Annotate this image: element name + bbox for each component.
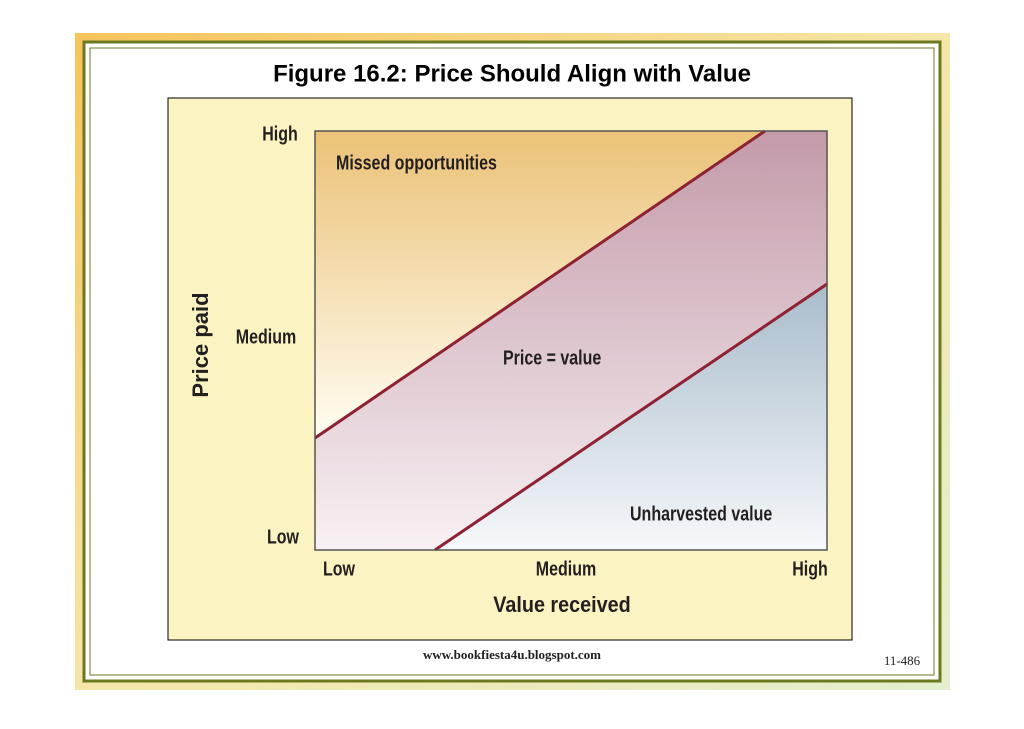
x-tick-label: High (792, 558, 828, 580)
x-tick-label: Medium (536, 558, 596, 580)
slide-inner-border (89, 47, 935, 676)
page-number: 11-486 (884, 653, 921, 668)
region-label: Price = value (503, 347, 601, 369)
y-axis-label: Price paid (188, 292, 213, 397)
x-axis-label: Value received (493, 593, 630, 617)
region-label: Unharvested value (630, 503, 772, 525)
upper-line (314, 129, 766, 440)
lower-line (434, 282, 828, 552)
region-label: Missed opportunities (336, 152, 497, 174)
y-tick-label: High (262, 123, 298, 145)
y-tick-label: Medium (236, 326, 296, 348)
title: Figure 16.2: Price Should Align with Val… (273, 60, 751, 87)
footer-url: www.bookfiesta4u.blogspot.com (423, 647, 601, 662)
y-tick-label: Low (267, 526, 300, 548)
region-align (315, 131, 827, 550)
plot-border (314, 130, 828, 551)
x-tick-label: Low (323, 558, 356, 580)
